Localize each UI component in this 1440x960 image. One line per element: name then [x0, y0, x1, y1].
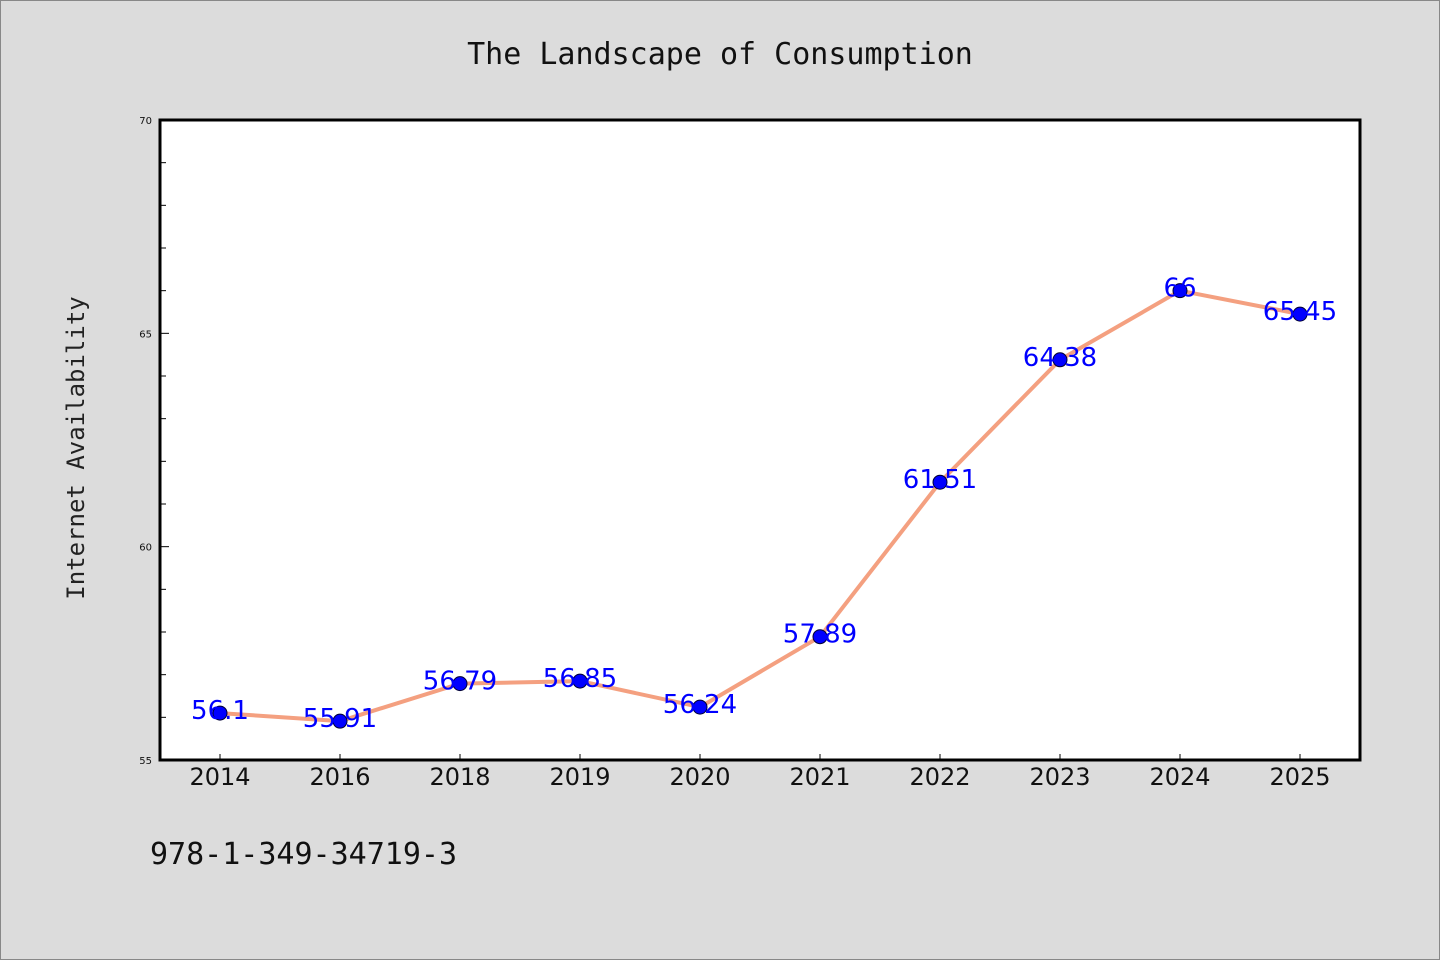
data-point: [692, 699, 708, 715]
data-label: 56.85: [543, 664, 617, 694]
y-tick-label: 55: [139, 756, 152, 767]
chart-title: The Landscape of Consumption: [467, 37, 973, 72]
data-label: 55.91: [303, 704, 377, 734]
data-label: 65.45: [1263, 297, 1337, 327]
x-tick-label: 2019: [549, 763, 610, 791]
data-point: [572, 673, 588, 689]
x-tick-label: 2022: [909, 763, 970, 791]
data-point: [332, 713, 348, 729]
data-label: 56.1: [191, 696, 249, 726]
data-label: 56.24: [663, 690, 737, 720]
x-tick-label: 2014: [189, 763, 250, 791]
x-tick-label: 2018: [429, 763, 490, 791]
y-tick-label: 65: [139, 329, 152, 340]
series-line: [218, 288, 1302, 724]
y-tick-label: 60: [139, 543, 152, 554]
data-point: [1052, 352, 1068, 368]
y-tick-label: 70: [139, 116, 152, 127]
y-axis-ticks: 55 60 65 70: [139, 116, 169, 767]
data-point: [212, 705, 228, 721]
x-tick-label: 2020: [669, 763, 730, 791]
data-labels: 56.1 55.91 56.79 56.85 56.24 57.89 61.51 64.38 6…: [191, 274, 1337, 735]
footer-code: 978-1-349-34719-3: [150, 837, 457, 872]
data-point: [1292, 306, 1308, 322]
x-tick-label: 2016: [309, 763, 370, 791]
plot-area: [158, 118, 1362, 762]
data-point: [932, 474, 948, 490]
data-label: 64.38: [1023, 343, 1097, 373]
x-tick-label: 2021: [789, 763, 850, 791]
data-label: 61.51: [903, 465, 977, 495]
data-point: [812, 629, 828, 645]
x-tick-label: 2024: [1149, 763, 1210, 791]
data-label: 66: [1163, 274, 1196, 304]
data-point: [1172, 283, 1188, 299]
data-label: 57.89: [783, 620, 857, 650]
data-point: [452, 676, 468, 692]
data-label: 56.79: [423, 667, 497, 697]
data-markers: [212, 283, 1308, 729]
x-tick-label: 2025: [1269, 763, 1330, 791]
x-tick-label: 2023: [1029, 763, 1090, 791]
y-axis-label: Internet Availability: [62, 296, 90, 599]
x-axis-ticks: 2014 2016 2018 2019 2020 2021 2022 2023 2024 2025: [189, 754, 1331, 791]
